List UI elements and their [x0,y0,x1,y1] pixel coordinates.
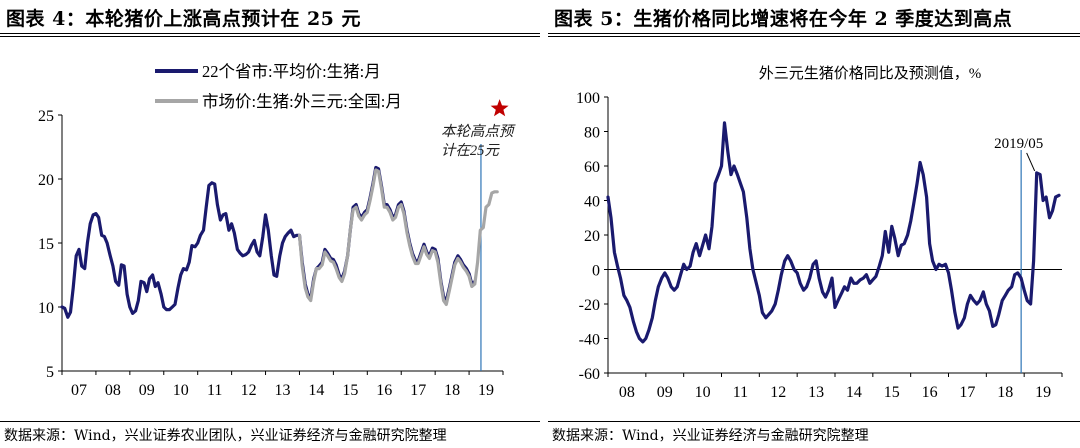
x-tick-label: 19 [1035,384,1051,401]
source-rule [548,421,1080,422]
figure-4-title: 图表 4：本轮猪价上涨高点预计在 25 元 [6,8,362,30]
figure-5-chart: 100 80 60 40 20 0 -20 -40 -60 08 09 10 11 12 13 14 15 16 1… [576,65,1063,401]
y-tick-label: 0 [592,263,600,280]
peak-date-annotation: 2019/05 [994,136,1043,152]
x-tick-label: 12 [770,384,786,401]
x-tick-label: 14 [308,382,324,399]
y-tick-label: -20 [579,297,600,314]
figure-5-title: 图表 5：生猪价格同比增速将在今年 2 季度达到高点 [554,8,1013,30]
legend-label-2: 市场价:生猪:外三元:全国:月 [202,92,402,111]
annotation-leader-line [1026,152,1036,172]
x-tick-label: 08 [105,382,121,399]
x-tick-label: 11 [733,384,748,401]
figure-5-source: 数据来源：Wind，兴业证券经济与金融研究院整理 [552,428,869,444]
x-tick-label: 18 [997,384,1013,401]
figure-4-chart: 25 20 15 10 5 07 08 09 10 11 12 13 14 15 16 17 18 19 22个省市… [38,62,516,399]
title-rule [548,33,1080,34]
y-tick-label: 15 [38,236,54,253]
y-tick-label: 25 [38,108,54,125]
x-tick-label: 11 [207,382,222,399]
peak-forecast-annotation: 计在25元 [441,142,500,159]
title-rule-thin [0,36,540,37]
legend-label-1: 22个省市:平均价:生猪:月 [202,62,381,81]
y-tick-label: 80 [584,125,600,142]
x-tick-label: 17 [959,384,975,401]
x-tick-label: 09 [139,382,155,399]
x-tick-label: 19 [478,382,494,399]
x-tick-label: 10 [695,384,711,401]
x-tick-label: 16 [922,384,938,401]
title-rule-thin [548,36,1080,37]
series-line-1 [606,121,1061,344]
x-tick-label: 13 [275,382,291,399]
y-tick-label: 10 [38,300,54,317]
x-tick-label: 18 [444,382,460,399]
figure-4-panel: 图表 4：本轮猪价上涨高点预计在 25 元 25 20 15 10 5 07 08 09 10 1… [0,8,540,444]
x-tick-label: 09 [657,384,673,401]
figure-5-panel: 图表 5：生猪价格同比增速将在今年 2 季度达到高点 100 80 60 40 20 0 -… [548,0,1080,448]
source-rule [0,421,540,422]
y-tick-label: 20 [38,172,54,189]
peak-forecast-annotation: 本轮高点预 [441,123,516,140]
figure-4-source: 数据来源：Wind，兴业证券农业团队，兴业证券经济与金融研究院整理 [4,428,447,444]
y-tick-label: 100 [576,90,600,107]
title-rule [0,33,540,34]
x-tick-label: 12 [241,382,257,399]
x-tick-label: 07 [71,382,87,399]
y-tick-label: 60 [584,159,600,176]
y-tick-label: -40 [579,332,600,349]
x-tick-label: 16 [376,382,392,399]
x-tick-label: 15 [342,382,358,399]
y-tick-label: 40 [584,194,600,211]
chart-title: 外三元生猪价格同比及预测值，% [759,65,982,82]
y-tick-label: 5 [46,364,54,381]
x-tick-label: 14 [846,384,862,401]
x-tick-label: 13 [808,384,824,401]
x-tick-label: 10 [173,382,189,399]
x-tick-label: 15 [884,384,900,401]
series-line-2 [297,168,499,306]
x-tick-label: 17 [410,382,426,399]
y-tick-label: -60 [579,366,600,383]
x-tick-label: 08 [619,384,635,401]
series-line-1 [60,165,477,319]
star-marker-icon [490,99,509,117]
y-tick-label: 20 [584,228,600,245]
